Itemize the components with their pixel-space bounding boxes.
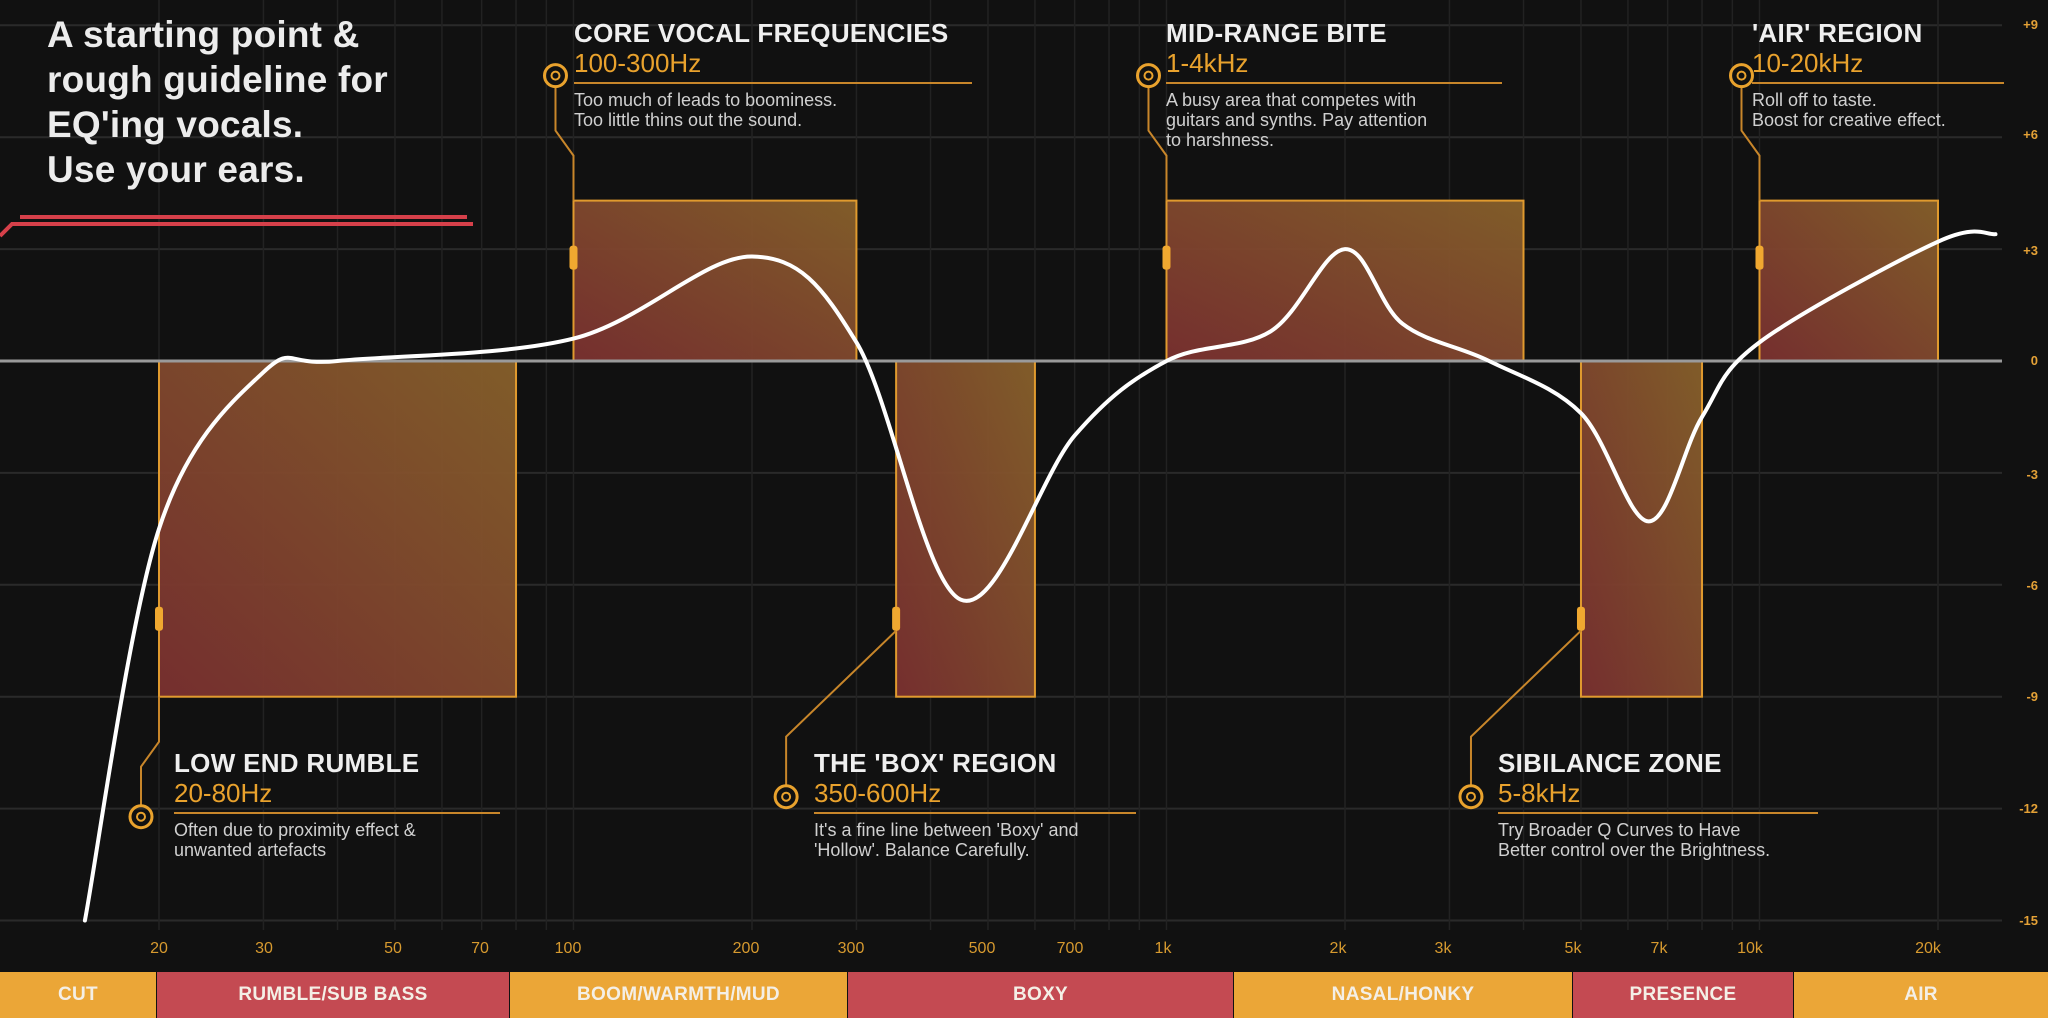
callout-range: 1-4kHz (1166, 48, 1249, 78)
y-tick: -12 (2019, 801, 2038, 816)
callout-heading: LOW END RUMBLE (174, 748, 420, 778)
callout-heading: CORE VOCAL FREQUENCIES (574, 18, 949, 48)
callout-description: It's a fine line between 'Boxy' and 'Hol… (814, 820, 1079, 860)
target-icon (1135, 63, 1161, 89)
callout-description: Try Broader Q Curves to Have Better cont… (1498, 820, 1771, 860)
callout-rule (574, 82, 972, 84)
callout-description: Often due to proximity effect & unwanted… (174, 820, 416, 860)
callout-range: 5-8kHz (1498, 778, 1581, 808)
callout-rule (814, 812, 1136, 814)
callout-rule (1498, 812, 1818, 814)
callout-sibilance-zone: SIBILANCE ZONE 5-8kHz Try Broader Q Curv… (1498, 748, 1818, 860)
x-tick: 5k (1564, 940, 1582, 957)
target-icon (1458, 784, 1484, 810)
callout-description: Too much of leads to boominess. Too litt… (574, 90, 838, 130)
callout-range: 20-80Hz (174, 778, 273, 808)
callout-heading: SIBILANCE ZONE (1498, 748, 1722, 778)
callout-range: 350-600Hz (814, 778, 942, 808)
callout-rule (1166, 82, 1502, 84)
callout-box-region: THE 'BOX' REGION 350-600Hz It's a fine l… (814, 748, 1136, 860)
region-box (1579, 360, 1704, 698)
eq-curve (82, 229, 1998, 923)
callout-low-end-rumble: LOW END RUMBLE 20-80Hz Often due to prox… (174, 748, 500, 860)
band-rumble: RUMBLE/SUB BASS (157, 972, 509, 1018)
band-air: AIR (1794, 972, 2048, 1018)
y-tick: +3 (2023, 243, 2038, 258)
callout-heading: THE 'BOX' REGION (814, 748, 1057, 778)
band-cut: CUT (0, 972, 156, 1018)
region-box (1165, 199, 1525, 362)
x-tick: 300 (837, 940, 865, 957)
x-tick: 3k (1434, 940, 1452, 957)
x-tick: 20k (1915, 940, 1941, 957)
band-boom: BOOM/WARMTH/MUD (510, 972, 847, 1018)
page-title: A starting point & rough guideline for E… (47, 14, 388, 190)
x-tick: 200 (732, 940, 760, 957)
target-icon (542, 63, 568, 89)
target-icon (773, 784, 799, 810)
y-tick: -15 (2019, 913, 2038, 928)
region-box (158, 360, 518, 698)
region-box (895, 360, 1036, 698)
callout-core-vocal: CORE VOCAL FREQUENCIES 100-300Hz Too muc… (574, 18, 972, 130)
y-tick: +6 (2023, 127, 2038, 142)
red-accent-lines (0, 215, 473, 238)
x-tick: 7k (1650, 940, 1668, 957)
y-tick: -3 (2026, 467, 2038, 482)
callout-range: 100-300Hz (574, 48, 702, 78)
y-tick: +9 (2023, 17, 2038, 32)
callout-rule (1752, 82, 2004, 84)
x-tick: 2k (1329, 940, 1347, 957)
x-tick: 70 (471, 940, 489, 957)
region-box (1758, 199, 1940, 362)
callout-connectors (128, 63, 1761, 830)
x-tick: 30 (255, 940, 273, 957)
y-tick: -9 (2026, 689, 2038, 704)
callout-range: 10-20kHz (1752, 48, 1864, 78)
callout-air-region: 'AIR' REGION 10-20kHz Roll off to taste.… (1752, 18, 2004, 130)
x-tick: 50 (384, 940, 402, 957)
callout-description: Roll off to taste. Boost for creative ef… (1752, 90, 1946, 130)
x-tick: 100 (554, 940, 582, 957)
x-tick: 20 (150, 940, 168, 957)
band-presence: PRESENCE (1573, 972, 1793, 1018)
target-icon (1728, 63, 1754, 89)
x-tick: 10k (1737, 940, 1763, 957)
target-icon (128, 804, 154, 830)
x-tick: 1k (1154, 940, 1172, 957)
band-nasal: NASAL/HONKY (1234, 972, 1572, 1018)
y-tick: -6 (2026, 578, 2038, 593)
callout-description: A busy area that competes with guitars a… (1166, 90, 1428, 150)
x-tick: 500 (968, 940, 996, 957)
callout-heading: 'AIR' REGION (1752, 18, 1923, 48)
x-tick: 700 (1056, 940, 1084, 957)
region-boxes (155, 199, 1940, 698)
callout-mid-range-bite: MID-RANGE BITE 1-4kHz A busy area that c… (1166, 18, 1502, 150)
callout-rule (174, 812, 500, 814)
band-boxy: BOXY (848, 972, 1233, 1018)
y-tick: 0 (2030, 353, 2038, 368)
callout-heading: MID-RANGE BITE (1166, 18, 1387, 48)
